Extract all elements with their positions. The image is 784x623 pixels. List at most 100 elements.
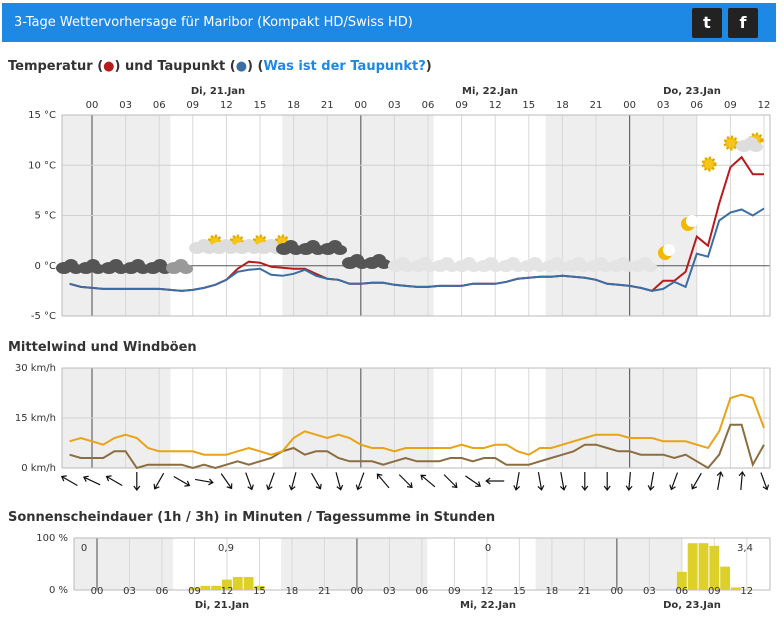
y-tick-label: 100 % <box>36 533 68 544</box>
wind-arrow-group <box>647 472 655 491</box>
wind-arrow-group <box>266 472 275 491</box>
wind-arrow-group <box>376 473 390 489</box>
hour-label: 15 <box>513 586 526 597</box>
plot-frame <box>61 114 771 317</box>
hour-label: 18 <box>556 100 569 111</box>
hour-label: 12 <box>740 586 753 597</box>
wind-arrow-group <box>220 473 233 490</box>
wind-arrow <box>355 472 365 491</box>
wind-arrow-group <box>691 472 702 490</box>
title-text: ) <box>425 59 432 74</box>
wind-arrow-group <box>245 472 254 491</box>
hour-label: 00 <box>623 100 636 111</box>
sun-title: Sonnenscheindauer (1h / 3h) in Minuten /… <box>8 510 496 525</box>
wind-arrow-group <box>195 478 214 486</box>
hour-label: 21 <box>321 100 334 111</box>
y-tick-label: 0 % <box>49 585 68 596</box>
y-tick-label: 30 km/h <box>15 363 56 374</box>
weather-cloud <box>749 142 763 152</box>
wind-arrow <box>581 472 589 491</box>
y-tick-label: 10 °C <box>28 160 56 171</box>
wind-arrow-group <box>133 472 141 491</box>
hour-label: 03 <box>388 100 401 111</box>
sun-bar <box>211 585 222 590</box>
wind-arrow-group <box>335 472 344 491</box>
wind-arrow-group <box>513 472 521 491</box>
weather-cloud <box>643 262 657 272</box>
wind-arrow <box>398 474 413 489</box>
sun-bar <box>720 566 731 590</box>
wind-arrow-group <box>716 471 724 490</box>
wind-arrow-group <box>173 475 191 487</box>
hour-label: 06 <box>156 586 169 597</box>
weather-sun <box>723 135 739 151</box>
hour-label: 18 <box>287 100 300 111</box>
gust-line <box>69 393 765 456</box>
wind-arrow <box>559 472 567 491</box>
wind-arrow <box>465 475 481 487</box>
weather-moon-cut <box>686 215 698 227</box>
hour-label: 18 <box>286 586 299 597</box>
header: 3-Tage Wettervorhersage für Maribor (Kom… <box>2 3 776 42</box>
wind-arrow-group <box>60 475 78 487</box>
wind-title: Mittelwind und Windböen <box>8 340 197 355</box>
weather-cloud <box>333 245 347 255</box>
hour-label: 21 <box>578 586 591 597</box>
day-label: Di, 21.Jan <box>191 86 245 97</box>
sun-bar <box>200 585 211 590</box>
hour-label: 15 <box>254 100 267 111</box>
dewpoint-line <box>69 207 765 292</box>
wind-arrow-group <box>153 472 165 490</box>
sun-bar <box>222 579 232 590</box>
sun-bar <box>189 587 200 590</box>
header-title: 3-Tage Wettervorhersage für Maribor (Kom… <box>14 15 413 30</box>
red-dot: ● <box>103 59 115 74</box>
sun-bar <box>709 545 720 590</box>
wind-arrow-group <box>559 472 567 491</box>
night-shade <box>535 538 682 590</box>
day-label: Di, 21.Jan <box>195 600 249 611</box>
wind-arrow <box>485 477 505 485</box>
twitter-icon[interactable]: t <box>692 8 722 38</box>
weather-moon-cut <box>663 244 675 256</box>
wind-arrow <box>153 472 165 490</box>
wind-arrow <box>220 473 233 490</box>
wind-arrow-group <box>420 474 436 488</box>
wind-arrow <box>716 471 724 490</box>
wind-arrow <box>647 472 655 491</box>
wind-arrow <box>195 478 214 486</box>
temp-title: Temperatur (●) und Taupunkt (●) (Was ist… <box>8 59 432 74</box>
day-label: Mi, 22.Jan <box>460 600 516 611</box>
title-text: Temperatur ( <box>8 59 104 74</box>
wind-arrow-group <box>105 475 123 487</box>
sun-bar <box>698 543 709 590</box>
hour-label: 06 <box>422 100 435 111</box>
night-shade <box>74 538 173 590</box>
wind-arrow-group <box>625 471 633 491</box>
hour-label: 12 <box>489 100 502 111</box>
mean-wind-line <box>69 423 765 470</box>
hour-label: 09 <box>188 586 201 597</box>
wind-arrow <box>173 475 191 487</box>
hour-label: 09 <box>455 100 468 111</box>
hour-label: 18 <box>545 586 558 597</box>
wind-arrow <box>443 474 458 489</box>
hour-label: 21 <box>590 100 603 111</box>
hour-label: 00 <box>610 586 623 597</box>
weather-cloud <box>377 259 391 269</box>
y-tick-label: 0 km/h <box>21 463 56 474</box>
y-tick-label: -5 °C <box>31 311 56 322</box>
hour-label: 12 <box>481 586 494 597</box>
hour-label: 06 <box>416 586 429 597</box>
wind-arrow <box>310 472 322 490</box>
daily-total: 0,9 <box>218 543 234 554</box>
hour-label: 09 <box>708 586 721 597</box>
wind-arrow-group <box>465 475 481 487</box>
dewpoint-link[interactable]: Was ist der Taupunkt? <box>263 59 426 74</box>
facebook-icon[interactable]: f <box>728 8 758 38</box>
y-tick-label: 15 km/h <box>15 413 56 424</box>
night-shade <box>281 538 428 590</box>
hour-label: 12 <box>220 100 233 111</box>
wind-arrow <box>335 472 344 491</box>
